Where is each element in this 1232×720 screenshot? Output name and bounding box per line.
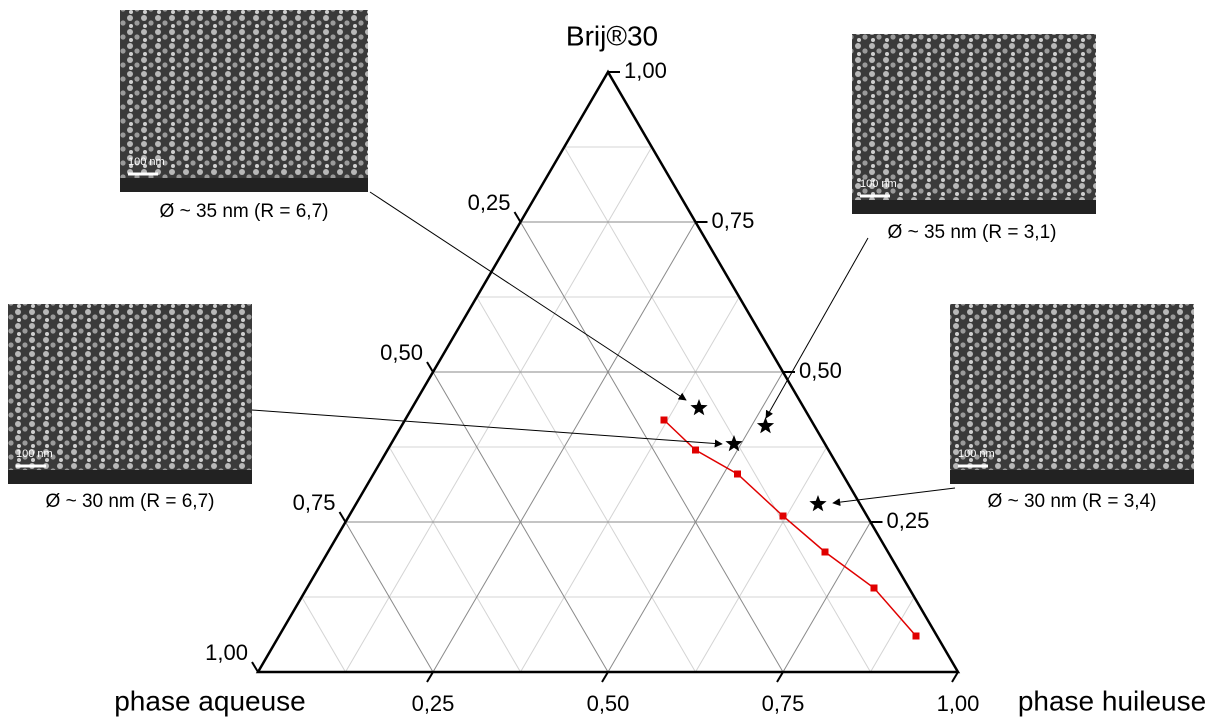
grid-line [695,446,828,673]
image-footer [8,470,252,484]
square-marker [870,584,878,592]
star-marker [809,495,827,512]
grid-line [520,221,784,673]
grid-line [607,371,784,673]
tick-mark [513,211,522,223]
scale-label: 100 nm [16,448,53,460]
grid-line [520,296,740,673]
image-footer [120,178,368,192]
scale-label: 100 nm [128,156,165,168]
tick-mark [601,671,609,683]
sem-image [950,304,1194,484]
right-tick-label: 1,00 [624,58,667,83]
x-tick-label: 0,75 [762,691,805,716]
x-tick-label: 1,00 [937,691,980,716]
chart-title: Brij®30 [566,20,658,51]
right-tick-label: 0,25 [887,508,930,533]
grid-line [345,146,653,673]
star-marker [725,435,743,452]
grid-line [870,596,915,673]
left-tick-label: 0,50 [380,340,423,365]
x-tick-label: 0,50 [587,691,630,716]
grid-line [563,146,871,673]
x-tick-label: 0,25 [412,691,455,716]
square-marker [912,632,920,640]
scale-label: 100 nm [958,448,995,460]
arrow [765,237,869,419]
right-tick-label: 0,50 [799,358,842,383]
arrow [832,487,956,507]
series-line [663,419,917,637]
scale-label: 100 nm [860,178,897,190]
grid-line [432,371,609,673]
tick-mark [426,361,434,373]
image-caption: Ø ~ 35 nm (R = 6,7) [160,201,329,222]
grid-line [432,221,696,673]
arrow [369,191,687,401]
image-caption: Ø ~ 35 nm (R = 3,1) [888,222,1057,243]
left-tick-label: 0,75 [293,490,336,515]
right-tick-label: 0,75 [712,208,755,233]
square-marker [821,548,829,556]
square-marker [660,416,668,424]
sem-image [852,34,1096,214]
sem-image [120,10,368,192]
tick-mark [951,671,959,683]
sem-image [8,304,252,484]
grid-line [782,521,871,673]
square-marker [692,446,699,454]
star-marker [756,417,775,434]
image-footer [852,200,1096,214]
grid-line [476,296,696,673]
tick-mark [251,661,259,673]
tick-mark [426,671,434,683]
image-footer [950,470,1194,484]
vertex-label: phase aqueuse [114,685,306,716]
square-marker [734,470,741,478]
left-tick-label: 0,25 [468,190,511,215]
tick-mark [776,671,784,683]
grid-line [345,521,434,673]
arrow [251,409,723,448]
image-caption: Ø ~ 30 nm (R = 3,4) [988,491,1157,512]
vertex-label: phase huileuse [1018,685,1206,716]
tick-mark [338,511,347,523]
left-tick-label: 1,00 [205,640,248,665]
star-marker [690,399,708,416]
image-caption: Ø ~ 30 nm (R = 6,7) [46,491,215,512]
grid-line [388,446,521,673]
grid-line [301,596,346,673]
square-marker [779,512,787,520]
